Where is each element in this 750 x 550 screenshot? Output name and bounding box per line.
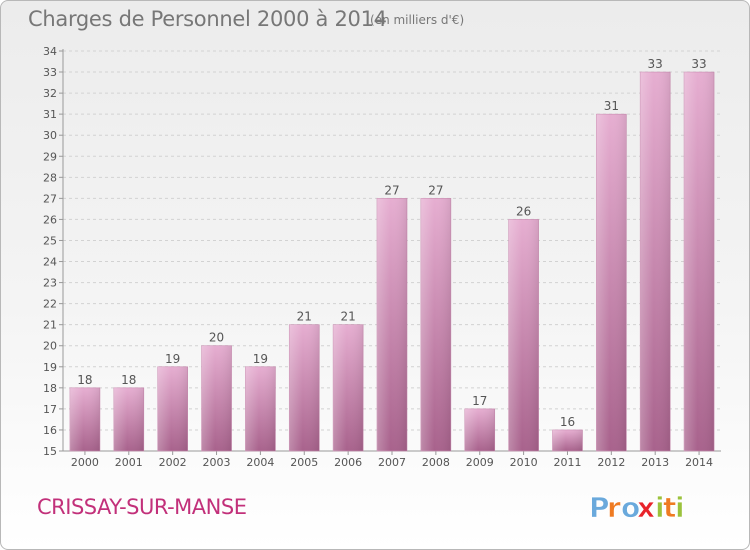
bar-shine <box>640 72 671 451</box>
value-label: 27 <box>384 183 399 197</box>
x-tick-label: 2000 <box>71 456 99 469</box>
proxiti-logo: Pr ox iti <box>589 491 685 525</box>
chart-subtitle: (en milliers d'€) <box>370 13 465 27</box>
value-label: 27 <box>428 183 443 197</box>
x-tick-label: 2013 <box>641 456 669 469</box>
y-tick-label: 26 <box>43 213 57 226</box>
bar-shine <box>113 387 144 451</box>
value-label: 21 <box>340 310 355 324</box>
y-tick-label: 32 <box>43 87 57 100</box>
x-tick-label: 2012 <box>597 456 625 469</box>
bar-shine <box>508 219 539 451</box>
y-tick-label: 25 <box>43 234 57 247</box>
y-tick-label: 22 <box>43 298 57 311</box>
y-tick-label: 18 <box>43 382 57 395</box>
value-label: 21 <box>297 310 312 324</box>
x-tick-label: 2011 <box>553 456 581 469</box>
x-tick-label: 2008 <box>422 456 450 469</box>
y-tick-label: 29 <box>43 150 57 163</box>
bar-shine <box>420 198 451 451</box>
bar-shine <box>684 72 715 451</box>
y-tick-label: 24 <box>43 256 57 269</box>
bar-shine <box>245 366 276 451</box>
y-tick-label: 20 <box>43 340 57 353</box>
logo-letter: i <box>675 491 685 524</box>
y-tick-label: 27 <box>43 192 57 205</box>
bar-shine <box>289 324 320 451</box>
value-label: 26 <box>516 204 531 218</box>
value-label: 18 <box>121 373 136 387</box>
logo-letter: t <box>663 491 676 524</box>
y-tick-label: 21 <box>43 319 57 332</box>
commune-name: CRISSAY-SUR-MANSE <box>37 495 247 519</box>
bar-shine <box>69 387 100 451</box>
logo-letter: o <box>621 491 640 524</box>
bar-shine <box>333 324 364 451</box>
bar-shine <box>552 429 583 451</box>
bar-shine <box>377 198 407 451</box>
value-label: 17 <box>472 394 487 408</box>
y-tick-label: 34 <box>43 45 57 58</box>
value-label: 33 <box>648 57 663 71</box>
x-tick-label: 2001 <box>115 456 143 469</box>
bar-shine <box>201 345 232 451</box>
y-tick-label: 30 <box>43 129 57 142</box>
y-tick-label: 33 <box>43 66 57 79</box>
y-tick-label: 17 <box>43 403 57 416</box>
bar-shine <box>596 114 627 451</box>
value-label: 19 <box>165 352 180 366</box>
x-tick-label: 2007 <box>378 456 406 469</box>
bars <box>69 71 715 452</box>
y-tick-label: 19 <box>43 361 57 374</box>
value-label: 20 <box>209 331 224 345</box>
bar-shine <box>464 408 495 451</box>
x-tick-label: 2004 <box>246 456 274 469</box>
y-tick-label: 15 <box>43 445 57 458</box>
logo-letter: x <box>637 491 655 524</box>
logo-letter: P <box>589 491 610 524</box>
value-label: 33 <box>691 57 706 71</box>
y-tick-label: 31 <box>43 108 57 121</box>
logo-letter: i <box>655 491 665 524</box>
bar-shine <box>157 366 188 451</box>
value-label: 19 <box>253 352 268 366</box>
value-label: 16 <box>560 415 575 429</box>
y-tick-label: 23 <box>43 277 57 290</box>
x-tick-label: 2006 <box>334 456 362 469</box>
value-labels: 18 18 19 20 19 21 21 27 27 17 26 16 31 33 33 <box>77 57 706 429</box>
value-label: 31 <box>604 99 619 113</box>
x-tick-label: 2009 <box>466 456 494 469</box>
x-tick-label: 2003 <box>203 456 231 469</box>
logo-letter: r <box>607 491 621 524</box>
x-tick-labels: 2000 2001 2002 2003 2004 2005 2006 2007 2008 2009… <box>71 456 713 469</box>
chart-title: Charges de Personnel 2000 à 2014 <box>28 7 387 31</box>
x-tick-label: 2002 <box>159 456 187 469</box>
y-tick-label: 28 <box>43 171 57 184</box>
value-label: 18 <box>77 373 92 387</box>
x-tick-label: 2014 <box>685 456 713 469</box>
y-tick-labels: 15 16 17 18 19 20 21 22 23 24 25 26 27 28 29 30 31 32 33 34 <box>43 45 57 458</box>
x-tick-label: 2010 <box>510 456 538 469</box>
y-tick-label: 16 <box>43 424 57 437</box>
x-tick-label: 2005 <box>290 456 318 469</box>
